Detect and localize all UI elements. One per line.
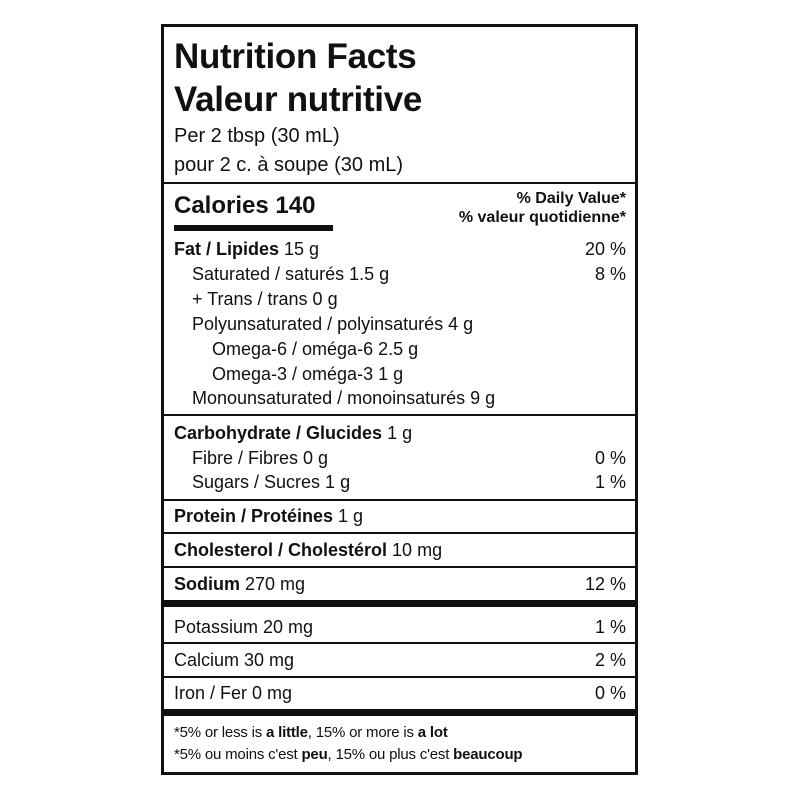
nutrient-daily-value: 0 % <box>594 683 626 703</box>
nutrient-label: Saturated / saturés 1.5 g <box>174 262 389 286</box>
divider <box>164 499 635 501</box>
nutrient-daily-value: 1 % <box>594 472 626 492</box>
nutrient-label: Iron / Fer 0 mg <box>174 681 292 705</box>
nutrient-amount: 1 g <box>382 423 413 443</box>
nutrient-label: Fibre / Fibres 0 g <box>174 446 328 470</box>
nutrient-row: Polyunsaturated / polyinsaturés 4 g <box>174 312 626 336</box>
nutrient-row: Saturated / saturés 1.5 g 8 % <box>174 262 626 286</box>
nutrient-label: + Trans / trans 0 g <box>174 287 338 311</box>
nutrient-label: Calcium 30 mg <box>174 648 294 672</box>
nutrient-row: Sodium 270 mg 12 % <box>174 572 626 596</box>
nutrient-amount: Iron / Fer 0 mg <box>174 683 293 703</box>
nutrient-label: Fat / Lipides 15 g <box>174 237 319 261</box>
serving-en: Per 2 tbsp (30 mL) <box>174 125 340 147</box>
nutrient-amount: Polyunsaturated / polyinsaturés 4 g <box>192 314 474 334</box>
nutrient-label: Protein / Protéines 1 g <box>174 504 363 528</box>
nutrient-name: Sodium <box>174 574 240 594</box>
nutrient-amount: Monounsaturated / monoinsaturés 9 g <box>192 388 496 408</box>
calories: Calories 140 <box>174 192 316 219</box>
daily-value-en: % Daily Value* <box>516 190 626 207</box>
nutrient-amount: Sugars / Sucres 1 g <box>192 472 351 492</box>
nutrient-row: Calcium 30 mg 2 % <box>174 648 626 672</box>
footnote-fr: *5% ou moins c'est peu, 15% ou plus c'es… <box>174 746 523 763</box>
nutrient-amount: Saturated / saturés 1.5 g <box>192 264 390 284</box>
nutrient-label: Potassium 20 mg <box>174 615 313 639</box>
nutrient-row: Omega-3 / oméga-3 1 g <box>174 362 626 386</box>
nutrient-row: Iron / Fer 0 mg 0 % <box>174 681 626 705</box>
nutrient-row: Fibre / Fibres 0 g 0 % <box>174 446 626 470</box>
nutrient-amount: 270 mg <box>240 574 306 594</box>
nutrient-label: Omega-3 / oméga-3 1 g <box>174 362 403 386</box>
nutrient-label: Cholesterol / Cholestérol 10 mg <box>174 538 442 562</box>
nutrient-amount: Omega-6 / oméga-6 2.5 g <box>212 339 419 359</box>
daily-value-fr: % valeur quotidienne* <box>458 209 626 226</box>
divider <box>164 182 635 184</box>
divider <box>164 414 635 416</box>
nutrient-amount: Calcium 30 mg <box>174 650 295 670</box>
nutrient-amount: Potassium 20 mg <box>174 617 314 637</box>
nutrient-amount: + Trans / trans 0 g <box>192 289 338 309</box>
nutrient-row: Potassium 20 mg 1 % <box>174 615 626 639</box>
calories-bar <box>174 225 333 231</box>
serving-fr: pour 2 c. à soupe (30 mL) <box>174 154 404 176</box>
nutrient-name: Fat / Lipides <box>174 239 280 259</box>
nutrient-daily-value: 20 % <box>584 239 626 259</box>
nutrient-name: Carbohydrate / Glucides <box>174 423 383 443</box>
nutrient-daily-value: 12 % <box>584 574 626 594</box>
nutrient-row: + Trans / trans 0 g <box>174 287 626 311</box>
nutrient-row: Sugars / Sucres 1 g 1 % <box>174 470 626 494</box>
nutrient-row: Cholesterol / Cholestérol 10 mg <box>174 538 626 562</box>
nutrient-row: Protein / Protéines 1 g <box>174 504 626 528</box>
nutrient-label: Sodium 270 mg <box>174 572 305 596</box>
nutrient-amount: Fibre / Fibres 0 g <box>192 448 329 468</box>
nutrient-label: Carbohydrate / Glucides 1 g <box>174 421 412 445</box>
nutrient-daily-value: 1 % <box>594 617 626 637</box>
nutrient-daily-value: 0 % <box>594 448 626 468</box>
nutrient-row: Carbohydrate / Glucides 1 g <box>174 421 626 445</box>
nutrient-label: Monounsaturated / monoinsaturés 9 g <box>174 386 495 410</box>
footnote-en: *5% or less is a little, 15% or more is … <box>174 724 448 741</box>
nutrient-label: Omega-6 / oméga-6 2.5 g <box>174 337 418 361</box>
title-en: Nutrition Facts <box>174 37 417 76</box>
nutrient-row: Monounsaturated / monoinsaturés 9 g <box>174 386 626 410</box>
title-fr: Valeur nutritive <box>174 80 423 119</box>
thick-divider <box>164 709 635 716</box>
nutrient-row: Fat / Lipides 15 g 20 % <box>174 237 626 261</box>
divider <box>164 532 635 534</box>
nutrient-label: Sugars / Sucres 1 g <box>174 470 350 494</box>
nutrient-daily-value: 8 % <box>594 264 626 284</box>
nutrient-daily-value: 2 % <box>594 650 626 670</box>
nutrition-label <box>161 24 638 775</box>
divider <box>164 676 635 678</box>
divider <box>164 642 635 644</box>
thick-divider <box>164 600 635 607</box>
nutrient-label: Polyunsaturated / polyinsaturés 4 g <box>174 312 473 336</box>
divider <box>164 566 635 568</box>
nutrient-amount: Omega-3 / oméga-3 1 g <box>212 364 404 384</box>
nutrient-amount: 1 g <box>333 506 364 526</box>
nutrient-amount: 15 g <box>279 239 320 259</box>
nutrient-row: Omega-6 / oméga-6 2.5 g <box>174 337 626 361</box>
nutrient-name: Cholesterol / Cholestérol <box>174 540 388 560</box>
nutrient-name: Protein / Protéines <box>174 506 334 526</box>
nutrient-amount: 10 mg <box>387 540 443 560</box>
